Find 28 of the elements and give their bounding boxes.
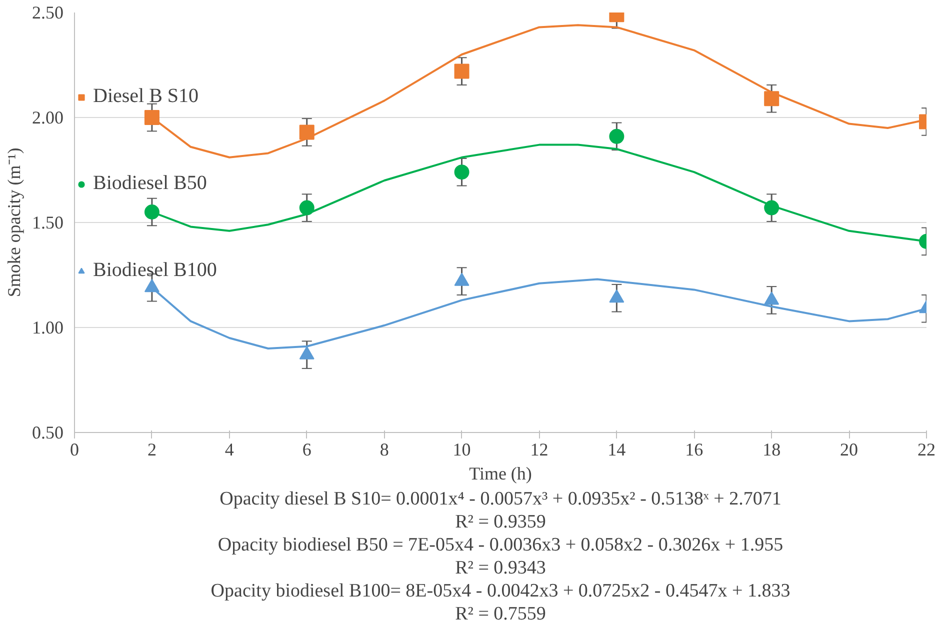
text: R² = 0.7559 [455, 604, 546, 624]
legend-label: Biodiesel B100 [93, 259, 217, 282]
legend-label: Biodiesel B50 [93, 172, 207, 195]
x-tick-label: 8 [380, 440, 389, 460]
text: R² = 0.9343 [455, 558, 546, 578]
x-tick-label: 14 [608, 440, 626, 460]
x-tick-label: 4 [224, 440, 234, 460]
x-tick-label: 6 [302, 440, 312, 460]
y-tick-label: 1.50 [32, 212, 64, 232]
x-tick-label: 16 [685, 440, 704, 460]
text: Opacity biodiesel B100= 8E-05x4 - 0.0042x3 + 0.0725x2 - 0.4547x + 1.833 [210, 580, 790, 602]
y-tick-label: 2.50 [32, 2, 64, 22]
legend-label: Diesel B S10 [93, 85, 199, 108]
x-tick-label: 12 [530, 440, 548, 460]
x-tick-label: 0 [70, 440, 79, 460]
y-tick-label: 2.00 [32, 108, 64, 128]
text: R² = 0.9359 [455, 512, 546, 532]
y-tick-label: 1.00 [32, 318, 64, 338]
text: Opacity biodiesel B50 = 7E-05x4 - 0.0036x3 + 0.058x2 - 0.3026x + 1.955 [218, 534, 784, 556]
text: Opacity diesel B S10= 0.0001x⁴ - 0.0057x³ + 0.0935x² - 0.5138ˣ + 2.7071 [220, 488, 782, 510]
x-tick-label: 22 [918, 440, 936, 460]
x-tick-label: 20 [840, 440, 858, 460]
x-tick-label: 10 [452, 440, 471, 460]
y-tick-label: 0.50 [32, 422, 64, 442]
y-axis-title: Smoke opacity (m⁻¹) [4, 148, 24, 298]
x-tick-label: 18 [762, 440, 781, 460]
x-axis-title: Time (h) [469, 464, 532, 484]
x-tick-label: 2 [147, 440, 156, 460]
